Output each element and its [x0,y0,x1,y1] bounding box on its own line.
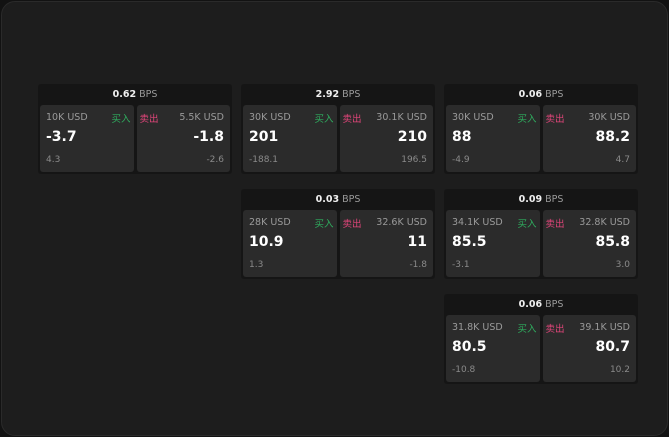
spread-header: 0.06 BPS [444,84,638,105]
ask-size: 30.1K USD [376,112,427,123]
spread-unit: BPS [545,89,564,100]
quote-card: 0.06 BPS 31.8K USD 买入 80.5 -10.8 卖出 39.1… [444,294,638,384]
bid-size: 30K USD [249,112,291,123]
ask-change: 4.7 [615,155,630,165]
bid-change: -3.1 [452,260,470,270]
buy-panel[interactable]: 30K USD 买入 201 -188.1 [243,105,337,172]
quote-card: 0.09 BPS 34.1K USD 买入 85.5 -3.1 卖出 32.8K… [444,189,638,279]
ask-price: 80.7 [595,339,630,355]
ask-change: 10.2 [609,365,630,375]
ask-price: 210 [397,129,427,145]
bid-price: -3.7 [46,129,77,145]
spread-header: 2.92 BPS [241,84,435,105]
spread-value: 0.03 [315,194,340,205]
spread-header: 0.09 BPS [444,189,638,210]
ask-price: 11 [407,234,427,250]
buy-label: 买入 [314,219,334,230]
bid-price: 201 [249,129,279,145]
ask-price: 85.8 [595,234,630,250]
spread-unit: BPS [342,89,361,100]
spread-header: 0.06 BPS [444,294,638,315]
buy-panel[interactable]: 31.8K USD 买入 80.5 -10.8 [446,315,540,382]
bid-size: 28K USD [249,217,291,228]
ask-price: -1.8 [193,129,224,145]
buy-panel[interactable]: 34.1K USD 买入 85.5 -3.1 [446,210,540,277]
ask-change: 196.5 [401,155,427,165]
ask-price: 88.2 [595,129,630,145]
spread-value: 0.06 [518,299,543,310]
buy-panel[interactable]: 28K USD 买入 10.9 1.3 [243,210,337,277]
buy-panel[interactable]: 30K USD 买入 88 -4.9 [446,105,540,172]
bid-change: -188.1 [249,155,279,165]
ask-size: 39.1K USD [579,322,630,333]
sell-panel[interactable]: 卖出 30.1K USD 210 196.5 [339,105,433,172]
bid-size: 10K USD [46,112,88,123]
buy-label: 买入 [517,324,537,335]
bid-change: -4.9 [452,155,470,165]
spread-header: 0.03 BPS [241,189,435,210]
bid-change: 1.3 [249,260,264,270]
quote-card: 2.92 BPS 30K USD 买入 201 -188.1 卖出 30.1K … [241,84,435,174]
sell-panel[interactable]: 卖出 5.5K USD -1.8 -2.6 [136,105,230,172]
spread-value: 0.09 [518,194,543,205]
bid-size: 30K USD [452,112,494,123]
bid-price: 10.9 [249,234,284,250]
quote-card: 0.62 BPS 10K USD 买入 -3.7 4.3 卖出 5.5K USD… [38,84,232,174]
spread-value: 0.62 [112,89,137,100]
spread-header: 0.62 BPS [38,84,232,105]
quote-card: 0.06 BPS 30K USD 买入 88 -4.9 卖出 30K USD 8… [444,84,638,174]
quote-card: 0.03 BPS 28K USD 买入 10.9 1.3 卖出 32.6K US… [241,189,435,279]
spread-unit: BPS [545,194,564,205]
buy-label: 买入 [517,219,537,230]
sell-label: 卖出 [545,114,565,125]
ask-size: 32.6K USD [376,217,427,228]
bid-price: 88 [452,129,472,145]
sell-label: 卖出 [342,114,362,125]
ask-size: 5.5K USD [179,112,224,123]
ask-size: 30K USD [588,112,630,123]
ask-change: -2.6 [206,155,224,165]
buy-label: 买入 [517,114,537,125]
sell-label: 卖出 [545,219,565,230]
sell-panel[interactable]: 卖出 32.6K USD 11 -1.8 [339,210,433,277]
buy-label: 买入 [314,114,334,125]
spread-value: 0.06 [518,89,543,100]
sell-label: 卖出 [139,114,159,125]
spread-unit: BPS [139,89,158,100]
buy-label: 买入 [111,114,131,125]
sell-label: 卖出 [342,219,362,230]
bid-change: -10.8 [452,365,476,375]
bid-size: 31.8K USD [452,322,503,333]
sell-panel[interactable]: 卖出 39.1K USD 80.7 10.2 [542,315,636,382]
ask-change: -1.8 [409,260,427,270]
buy-panel[interactable]: 10K USD 买入 -3.7 4.3 [40,105,134,172]
ask-change: 3.0 [615,260,630,270]
spread-value: 2.92 [315,89,340,100]
sell-panel[interactable]: 卖出 30K USD 88.2 4.7 [542,105,636,172]
spread-unit: BPS [545,299,564,310]
bid-price: 85.5 [452,234,487,250]
bid-change: 4.3 [46,155,61,165]
spread-unit: BPS [342,194,361,205]
sell-label: 卖出 [545,324,565,335]
sell-panel[interactable]: 卖出 32.8K USD 85.8 3.0 [542,210,636,277]
bid-price: 80.5 [452,339,487,355]
ask-size: 32.8K USD [579,217,630,228]
bid-size: 34.1K USD [452,217,503,228]
